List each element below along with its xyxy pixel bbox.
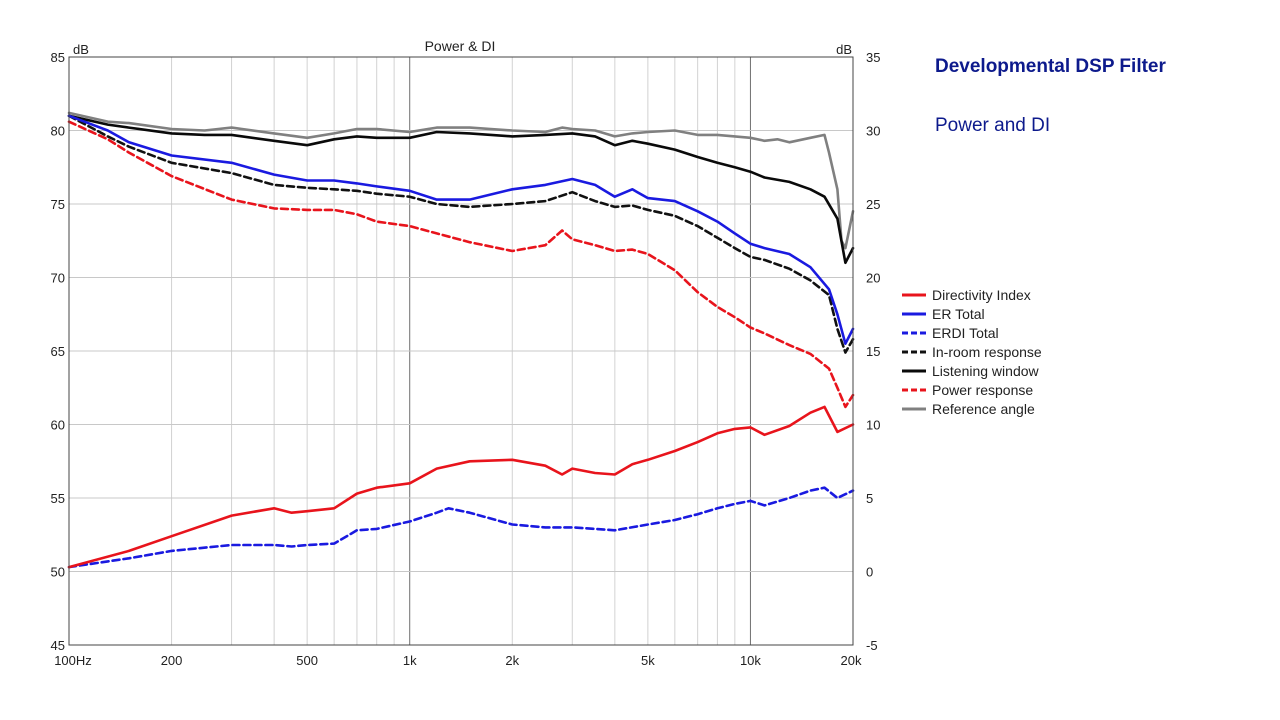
x-tick-label: 5k (641, 653, 655, 668)
right-y-tick-label: 30 (866, 124, 880, 139)
right-y-tick-label: 5 (866, 491, 873, 506)
left-y-tick-label: 75 (51, 197, 65, 212)
x-tick-label: 10k (740, 653, 761, 668)
x-tick-label: 2k (505, 653, 519, 668)
x-tick-label: 100Hz (54, 653, 92, 668)
left-y-tick-label: 60 (51, 418, 65, 433)
right-y-tick-label: 35 (866, 50, 880, 65)
grid (68, 56, 854, 646)
legend-label: ERDI Total (932, 325, 999, 341)
right-y-tick-label: 20 (866, 271, 880, 286)
right-y-tick-label: -5 (866, 638, 878, 653)
legend-label: ER Total (932, 306, 985, 322)
legend-label: Reference angle (932, 401, 1035, 417)
series-layer (67, 111, 855, 569)
plot-frame (68, 56, 854, 646)
series-line-erdi-total (67, 486, 855, 569)
legend-label: Directivity Index (932, 287, 1031, 303)
left-y-tick-label: 70 (51, 271, 65, 286)
series-line-er-total (67, 114, 855, 345)
series-line-power-response (67, 120, 855, 409)
x-tick-label: 1k (403, 653, 417, 668)
right-y-tick-label: 0 (866, 565, 873, 580)
right-y-tick-label: 15 (866, 344, 880, 359)
left-y-tick-label: 50 (51, 565, 65, 580)
slide-title: Developmental DSP Filter (935, 56, 1166, 77)
left-y-tick-label: 65 (51, 344, 65, 359)
series-line-listening-window (67, 114, 855, 265)
left-y-tick-label: 45 (51, 638, 65, 653)
chart-title: Power & DI (425, 38, 496, 54)
legend-label: Power response (932, 382, 1033, 398)
left-axis-unit: dB (73, 42, 89, 57)
legend-label: In-room response (932, 344, 1042, 360)
right-y-tick-label: 25 (866, 197, 880, 212)
legend: Directivity Index ER Total ERDI Total In-ro… (902, 287, 1042, 417)
left-y-tick-label: 85 (51, 50, 65, 65)
x-tick-label: 20k (841, 653, 862, 668)
x-tick-label: 500 (296, 653, 318, 668)
series-line-reference-angle (67, 111, 855, 250)
right-y-tick-label: 10 (866, 418, 880, 433)
series-line-directivity-index (67, 405, 855, 569)
series-line-in-room-response (67, 114, 855, 354)
left-y-tick-label: 80 (51, 124, 65, 139)
legend-label: Listening window (932, 363, 1040, 379)
left-y-tick-label: 55 (51, 491, 65, 506)
slide-subtitle: Power and DI (935, 115, 1051, 136)
x-tick-label: 200 (161, 653, 183, 668)
right-axis-unit: dB (836, 42, 852, 57)
